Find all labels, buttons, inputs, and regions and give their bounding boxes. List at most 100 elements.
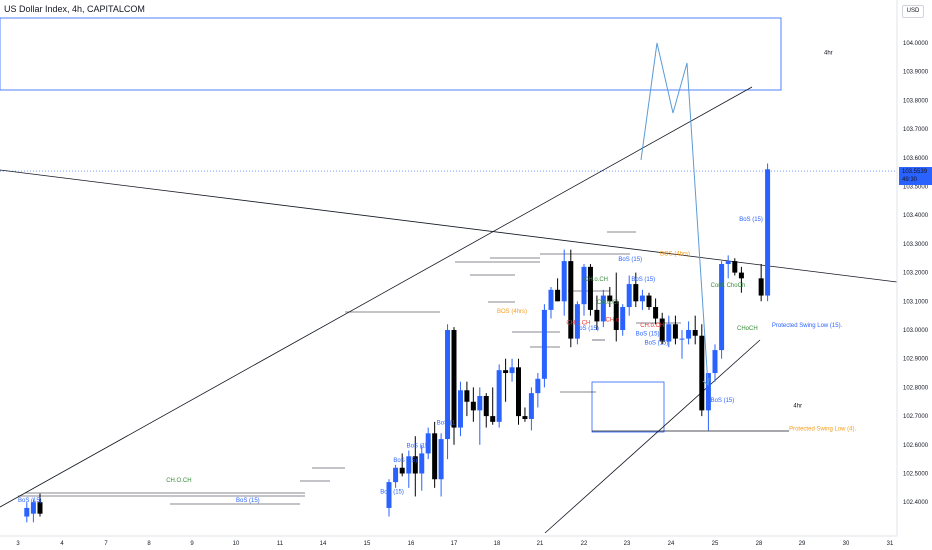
annotation-24: Protected Swing Low (15). (772, 323, 843, 329)
demand-zone-4hr (591, 381, 665, 433)
annotation-26: 4hr (824, 50, 833, 56)
candle-body-58 (738, 272, 744, 279)
rising-trendline (0, 86, 753, 508)
candle-body-19 (483, 396, 489, 417)
candle-body-50 (686, 330, 692, 339)
candle-body-14 (451, 330, 457, 428)
annotation-6: BoS (15) (407, 444, 431, 450)
annotation-1: BoS (15) (18, 498, 42, 504)
annotations-layer: BoS (15) CH.O.CH BoS (15) BoS (15) BoS (15) B… (18, 50, 856, 504)
y-tick-label-13: 102.8000 (903, 385, 929, 391)
annotation-23: BoS (15) (711, 398, 735, 404)
annotation-3: BoS (15) (236, 498, 260, 504)
candle-body-37 (600, 295, 606, 322)
candle-body-2 (30, 502, 36, 514)
candle-body-1 (24, 507, 30, 517)
candle-body-31 (561, 261, 567, 302)
x-tick-label-7: 11 (277, 541, 284, 547)
candle-body-33 (574, 304, 580, 339)
x-tick-label-19: 29 (799, 541, 806, 547)
candle-body-34 (581, 266, 587, 305)
y-tick-label-10: 103.1000 (903, 299, 929, 305)
candle-body-48 (672, 324, 678, 339)
annotation-2: CH.O.CH (166, 478, 191, 484)
y-tick-label-4: 103.7000 (903, 127, 929, 133)
x-tick-label-15: 23 (624, 541, 631, 547)
candle-body-7 (406, 456, 412, 474)
candle-body-12 (438, 439, 444, 480)
current-price-badge (899, 167, 932, 186)
structure-lines-layer (18, 231, 681, 505)
y-tick-label-9: 103.2000 (903, 271, 929, 277)
candle-body-15 (457, 390, 463, 428)
x-tick-label-2: 4 (60, 541, 64, 547)
candle-body-25 (522, 416, 528, 419)
annotation-17: BoS (15) (636, 332, 660, 338)
candle-body-4 (386, 482, 392, 508)
candle-body-51 (692, 330, 698, 336)
y-tick-label-14: 102.7000 (903, 414, 929, 420)
candle-body-57 (732, 261, 738, 273)
price-projection-path (640, 42, 709, 386)
candle-body-46 (659, 318, 665, 342)
candle-body-49 (679, 338, 685, 340)
x-tick-label-17: 25 (712, 541, 719, 547)
annotation-14: BoS (15) (618, 257, 642, 263)
support-trendline (544, 339, 761, 534)
y-tick-label-16: 102.5000 (903, 472, 929, 478)
annotation-7: BoS (1 (437, 421, 456, 427)
annotation-4: BoS (15) (380, 490, 404, 496)
x-tick-label-16: 24 (668, 541, 675, 547)
annotation-22: BoS (15) (739, 217, 763, 223)
candle-body-54 (712, 350, 718, 374)
candle-body-27 (535, 378, 541, 394)
y-tick-label-5: 103.6000 (903, 156, 929, 162)
candle-body-28 (541, 309, 547, 379)
candle-body-44 (646, 295, 652, 308)
candle-body-52 (699, 335, 705, 411)
annotation-25: Protected Swing Low (4). (789, 426, 856, 432)
annotation-8: BOS (4hrs) (497, 309, 527, 315)
candle-body-5 (393, 467, 399, 483)
annotation-15: BoS (15) (631, 277, 655, 283)
candle-body-56 (725, 261, 731, 264)
candle-body-8 (412, 456, 418, 474)
candle-body-36 (594, 309, 600, 322)
annotation-20: Conf. ChoCh (711, 283, 746, 289)
candle-body-39 (613, 301, 619, 330)
projection-arrowhead (702, 377, 710, 386)
candle-body-59 (758, 278, 764, 296)
annotation-16: BOS (4hrs) (660, 251, 690, 257)
x-tick-label-9: 15 (364, 541, 371, 547)
y-tick-label-7: 103.4000 (903, 213, 929, 219)
candle-body-30 (555, 289, 561, 302)
candle-body-45 (653, 307, 659, 319)
candle-body-3 (37, 502, 43, 514)
candle-body-10 (425, 433, 431, 454)
y-tick-label-17: 102.4000 (903, 500, 929, 506)
trendlines-layer (0, 86, 898, 534)
candle-body-35 (587, 266, 593, 310)
projection-layer (640, 42, 710, 386)
x-tick-label-21: 31 (887, 541, 894, 547)
candle-body-26 (528, 393, 534, 419)
x-tick-label-13: 21 (537, 541, 544, 547)
x-tick-label-1: 3 (16, 541, 20, 547)
candle-body-32 (568, 261, 574, 339)
candle-body-11 (432, 433, 438, 480)
candle-body-18 (477, 396, 483, 411)
annotation-10: CH.o.CH (566, 320, 590, 326)
x-tick-label-20: 30 (843, 541, 850, 547)
x-tick-label-10: 16 (408, 541, 415, 547)
x-tick-label-14: 22 (581, 541, 588, 547)
candle-body-47 (666, 324, 672, 342)
candle-body-55 (719, 263, 725, 351)
annotation-5: BoS (15) (393, 458, 417, 464)
x-tick-label-4: 8 (147, 541, 151, 547)
candle-body-6 (399, 467, 405, 474)
y-tick-label-1: 104.0000 (903, 41, 929, 47)
currency-button[interactable]: USD (902, 5, 924, 18)
supply-zone-4hr (0, 17, 782, 91)
